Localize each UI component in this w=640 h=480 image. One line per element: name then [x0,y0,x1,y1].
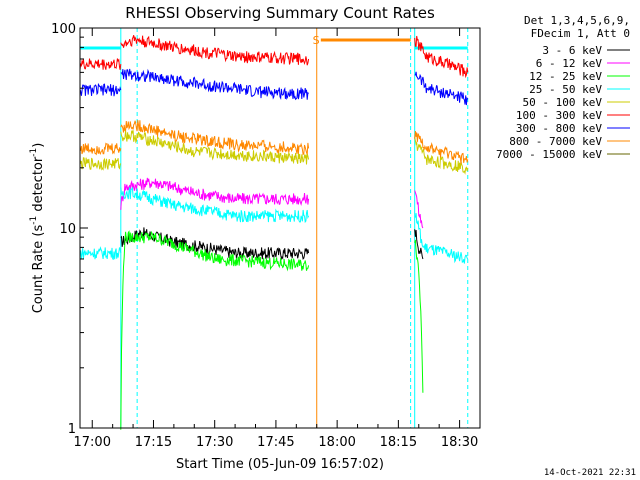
x-tick-label: 18:15 [380,435,417,450]
legend-label: 7000 - 15000 keV [496,148,602,161]
series-line [414,229,424,260]
y-axis-label: Count Rate (s-1 detector-1) [29,143,46,314]
plot-area: S [79,28,469,430]
x-tick-label: 17:45 [257,435,294,450]
series-line [79,157,122,171]
y-tick-label: 100 [51,22,76,37]
series-line [120,227,310,261]
series-3 [79,186,469,264]
legend-label: 800 - 7000 keV [509,135,602,148]
series-line [414,137,469,175]
series-1 [120,177,424,229]
series-line [120,186,310,224]
series-line [414,71,469,106]
series-line [414,190,424,229]
legend-label: 50 - 100 keV [523,96,603,109]
series-line [79,58,122,70]
x-tick-label: 18:30 [441,435,478,450]
series-line [414,239,424,393]
series-line [79,142,122,156]
legend-label: 6 - 12 keV [536,57,603,70]
series-line [414,213,469,264]
x-tick-label: 18:00 [318,435,355,450]
x-axis-label: Start Time (05-Jun-09 16:57:02) [176,457,384,472]
y-axis: 1 10 100 [51,22,88,437]
legend-label: 25 - 50 keV [529,83,602,96]
series-line [120,120,310,156]
y-tick-label: 10 [59,222,76,237]
x-tick-label: 17:00 [74,435,111,450]
x-axis: 17:00 17:15 17:30 17:45 18:00 18:15 18:30 [74,28,481,450]
series-6 [79,68,469,106]
legend-label: 12 - 25 keV [529,70,602,83]
x-tick-label: 17:30 [196,435,233,450]
series-line [414,35,469,79]
series-line [120,130,310,165]
series-line [120,177,310,210]
series-line [79,82,122,97]
series-4 [79,130,469,175]
legend-header-line-2: FDecim 1, Att 0 [531,27,630,40]
legend-label: 300 - 800 keV [516,122,602,135]
series-0 [120,227,424,261]
flag-label: S [313,34,320,47]
footer-timestamp: 14-Oct-2021 22:31 [544,468,636,478]
legend-label: 100 - 300 keV [516,109,602,122]
series-5 [79,35,469,79]
y-tick-label: 1 [68,422,76,437]
series-line [120,68,309,101]
series-line [120,35,310,66]
legend-label: 3 - 6 keV [542,44,602,57]
x-tick-label: 17:15 [135,435,172,450]
series-2 [120,230,424,430]
chart-title: RHESSI Observing Summary Count Rates [125,4,435,22]
series-line [79,246,122,260]
series-line [414,131,469,164]
series-7 [79,120,469,164]
series-line [120,230,310,430]
legend-header-line-1: Det 1,3,4,5,6,9, [524,14,630,27]
